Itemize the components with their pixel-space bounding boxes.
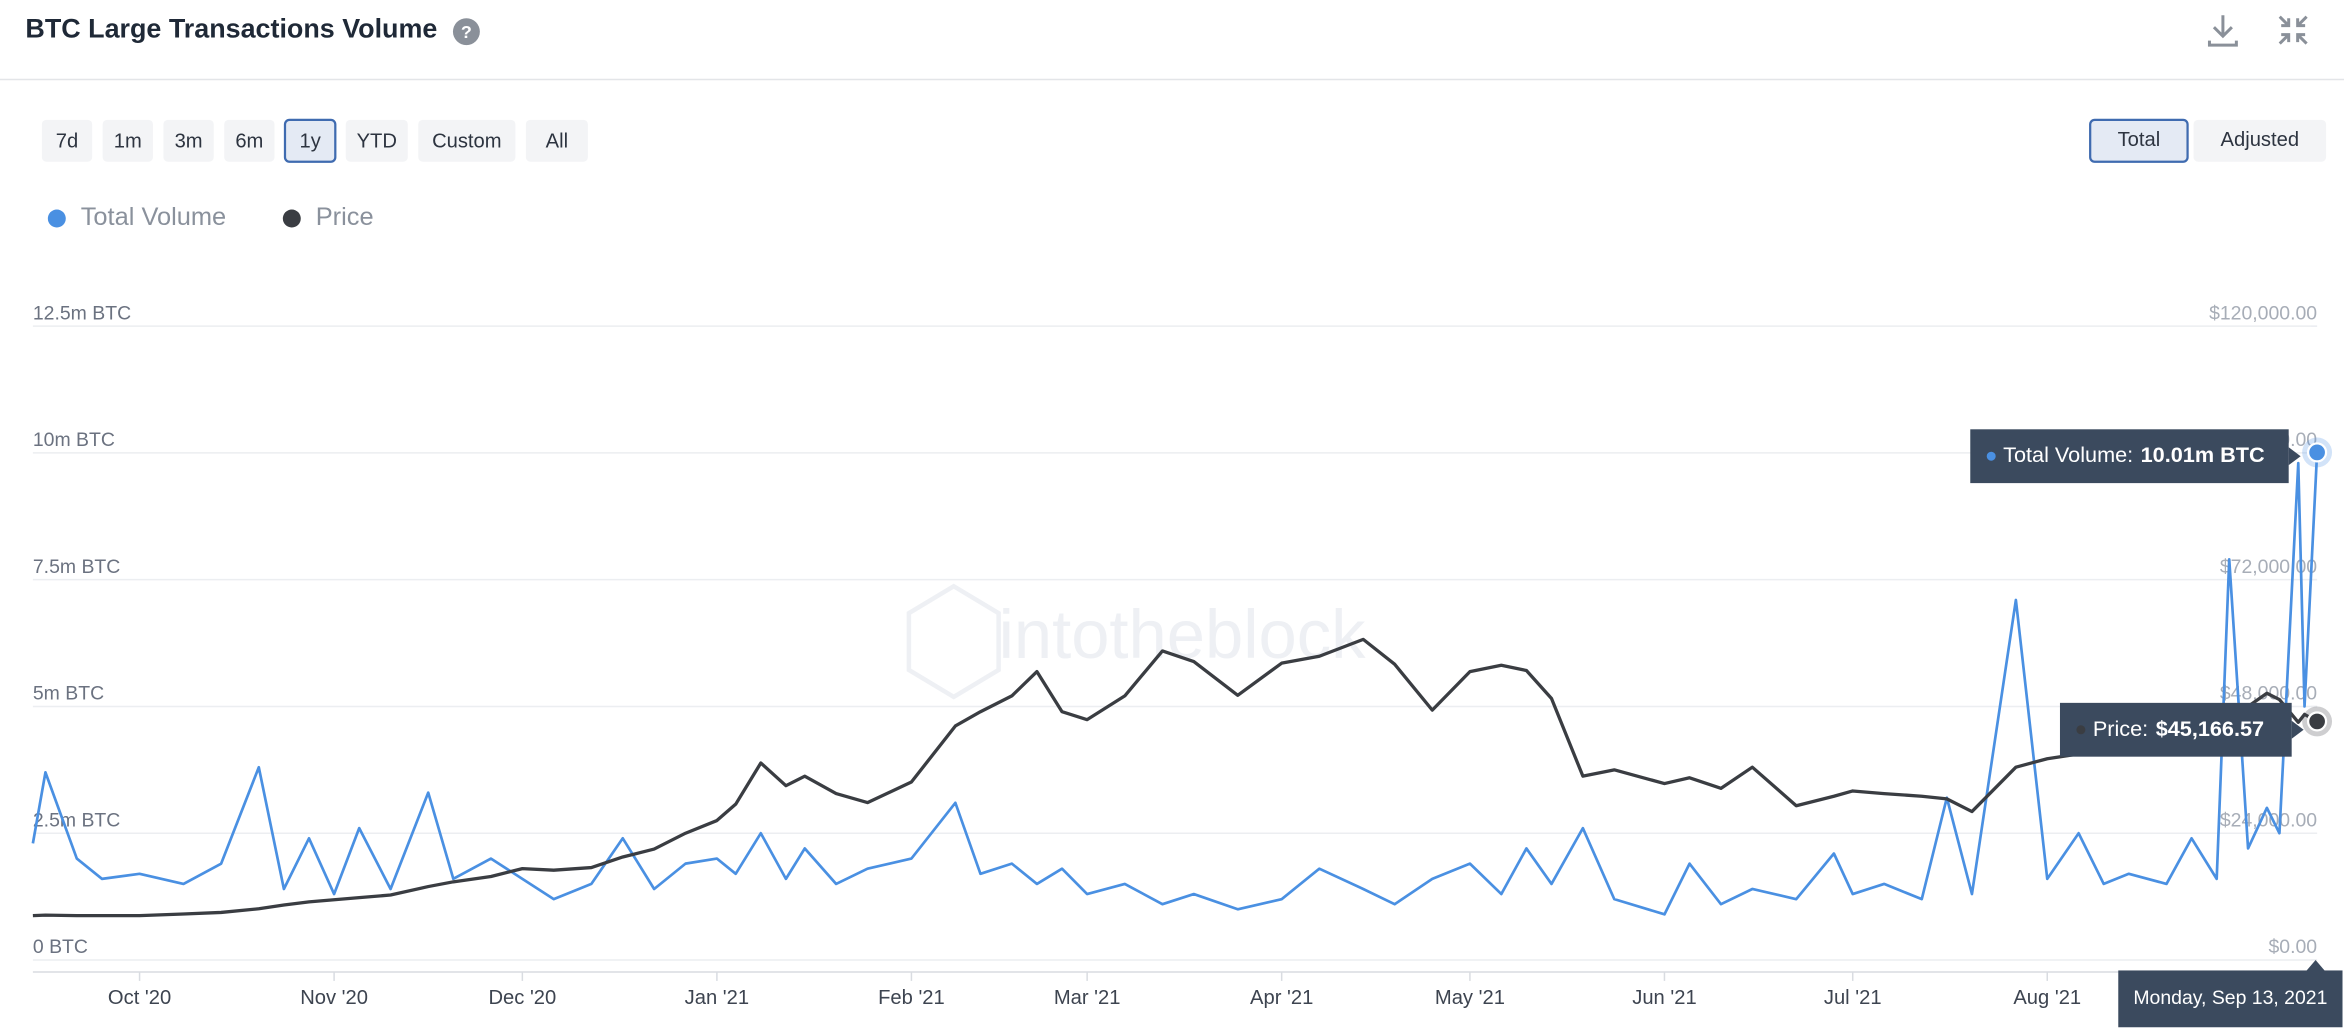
button-bg: [345, 119, 408, 162]
legend-label: Price: [316, 203, 374, 231]
mode-button[interactable]: Adjusted: [2193, 119, 2327, 162]
x-tick-label: Feb '21: [878, 987, 945, 1009]
tooltip-dot: [2076, 725, 2086, 735]
legend-swatch: [47, 209, 66, 228]
button-bg: [41, 119, 93, 162]
y2-tick-label: $0.00: [2268, 936, 2317, 958]
range-button[interactable]: 1y: [283, 118, 337, 163]
watermark-logo: [906, 583, 1001, 700]
button-bg: [418, 119, 516, 162]
button-bg: [224, 119, 275, 162]
button-bg: [2193, 119, 2327, 162]
date-tooltip-text: Monday, Sep 13, 2021: [2133, 987, 2327, 1009]
range-button[interactable]: YTD: [345, 119, 408, 162]
button-label: Adjusted: [2221, 129, 2300, 151]
button-bg: [163, 119, 214, 162]
x-tick-label: Aug '21: [2013, 987, 2081, 1009]
tooltip-bg: [2059, 702, 2292, 757]
date-tooltip: Monday, Sep 13, 2021: [2118, 959, 2343, 1028]
x-tick-label: Jun '21: [1632, 987, 1696, 1009]
range-button[interactable]: Custom: [418, 119, 516, 162]
range-button[interactable]: All: [525, 119, 588, 162]
x-tick-label: Jul '21: [1824, 987, 1882, 1009]
y-tick-label: 5m BTC: [33, 683, 104, 705]
tooltip-value: 10.01m BTC: [2141, 442, 2265, 467]
tooltip-label: Total Volume:: [2003, 442, 2133, 467]
date-tooltip-arrow: [2306, 959, 2325, 971]
y-tick-label: 7.5m BTC: [33, 556, 120, 578]
mode-button[interactable]: Total: [2089, 118, 2189, 163]
download-icon[interactable]: [2207, 15, 2238, 47]
range-button[interactable]: 3m: [163, 119, 214, 162]
date-tooltip-bg: [2118, 970, 2343, 1028]
tooltip-value: $45,166.57: [2156, 715, 2264, 740]
chart-title: BTC Large Transactions Volume: [25, 13, 437, 43]
button-bg: [283, 118, 337, 163]
x-tick-label: Jan '21: [685, 987, 749, 1009]
button-label: 7d: [56, 131, 78, 153]
x-tick-label: May '21: [1435, 987, 1505, 1009]
tooltip-text: Price: $45,166.57: [2093, 715, 2264, 740]
tooltip-arrow: [2291, 720, 2304, 739]
x-tick-label: Dec '20: [488, 987, 556, 1009]
help-icon[interactable]: ?: [452, 18, 480, 46]
y-tick-label: 12.5m BTC: [33, 302, 131, 324]
range-button[interactable]: 6m: [224, 119, 275, 162]
legend-item[interactable]: Price: [282, 203, 374, 231]
tooltip-dot: [1986, 451, 1996, 461]
button-label: 6m: [235, 131, 263, 153]
series-line: [31, 452, 2319, 916]
svg-text:?: ?: [461, 22, 472, 42]
legend-label: Total Volume: [81, 203, 226, 231]
button-label: Total: [2118, 129, 2161, 151]
button-label: 1m: [114, 131, 142, 153]
y2-tick-label: $72,000.00: [2220, 556, 2317, 578]
x-tick-label: Nov '20: [300, 987, 368, 1009]
button-label: 3m: [175, 131, 203, 153]
button-label: YTD: [357, 131, 397, 153]
y-tick-label: 2.5m BTC: [33, 809, 120, 831]
legend-item[interactable]: Total Volume: [47, 203, 226, 231]
tooltip-label: Price:: [2093, 715, 2148, 740]
button-bg: [2089, 118, 2189, 163]
range-button[interactable]: 1m: [102, 119, 153, 162]
tooltip: Price: $45,166.57: [2059, 702, 2304, 757]
legend-swatch: [282, 209, 301, 228]
tooltip: Total Volume: 10.01m BTC: [1970, 429, 2301, 484]
button-bg: [102, 119, 153, 162]
range-button[interactable]: 7d: [41, 119, 93, 162]
button-label: All: [546, 131, 568, 153]
x-tick-label: Mar '21: [1054, 987, 1121, 1009]
button-label: 1y: [299, 131, 321, 153]
collapse-icon[interactable]: [2278, 15, 2308, 45]
button-label: Custom: [432, 131, 502, 153]
x-tick-label: Oct '20: [108, 987, 171, 1009]
tooltip-arrow: [2288, 447, 2301, 466]
y2-tick-label: $120,000.00: [2209, 302, 2317, 324]
x-tick-label: Apr '21: [1250, 987, 1313, 1009]
hover-point: [2307, 442, 2328, 463]
y2-tick-label: $24,000.00: [2220, 809, 2317, 831]
hover-point: [2307, 711, 2328, 732]
y-tick-label: 0 BTC: [33, 936, 88, 958]
tooltip-text: Total Volume: 10.01m BTC: [2003, 442, 2265, 467]
watermark: intotheblock: [999, 596, 1367, 673]
button-bg: [525, 119, 588, 162]
series-line: [32, 637, 2318, 918]
y-tick-label: 10m BTC: [33, 429, 115, 451]
tooltip-bg: [1970, 429, 2289, 484]
